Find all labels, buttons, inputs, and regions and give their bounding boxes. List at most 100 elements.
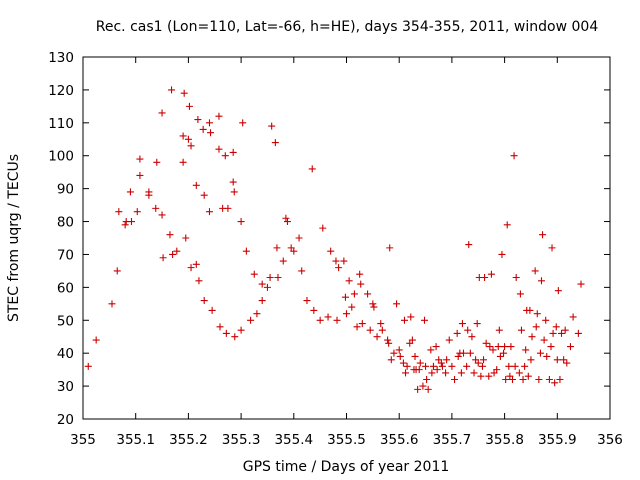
data-point xyxy=(274,273,282,281)
data-point xyxy=(512,273,520,281)
data-point xyxy=(266,273,274,281)
data-point xyxy=(350,290,358,298)
data-point xyxy=(230,188,238,196)
data-point xyxy=(384,336,392,344)
data-point xyxy=(282,214,290,222)
y-tick-label: 100 xyxy=(48,149,74,165)
data-point xyxy=(474,359,482,367)
x-tick-label: 355.7 xyxy=(433,432,472,448)
data-point xyxy=(509,376,517,384)
data-point xyxy=(477,372,485,380)
data-point xyxy=(231,333,239,341)
data-point xyxy=(364,290,372,298)
data-point xyxy=(115,208,123,216)
data-point xyxy=(335,264,343,272)
y-tick-label: 110 xyxy=(48,116,74,132)
data-point xyxy=(470,369,478,377)
data-point xyxy=(403,362,411,370)
data-point xyxy=(553,356,561,364)
data-point xyxy=(478,362,486,370)
data-point xyxy=(482,339,490,347)
y-tick-label: 30 xyxy=(57,379,74,395)
data-point xyxy=(420,316,428,324)
data-point xyxy=(319,224,327,232)
data-point xyxy=(442,369,450,377)
data-point xyxy=(345,277,353,285)
data-point xyxy=(195,277,203,285)
data-point xyxy=(184,135,192,143)
data-point xyxy=(516,290,524,298)
data-point xyxy=(561,326,569,334)
data-point xyxy=(310,306,318,314)
data-point xyxy=(136,171,144,179)
data-point xyxy=(179,158,187,166)
data-point xyxy=(502,376,510,384)
data-point xyxy=(536,349,544,357)
data-point xyxy=(386,244,394,252)
y-tick-label: 20 xyxy=(57,412,74,428)
data-point xyxy=(496,352,504,360)
y-tick-label: 40 xyxy=(57,346,74,362)
data-point xyxy=(527,356,535,364)
data-point xyxy=(158,211,166,219)
data-point xyxy=(545,376,553,384)
data-point xyxy=(340,257,348,265)
data-point xyxy=(574,329,582,337)
x-tick-label: 355.1 xyxy=(116,432,155,448)
data-point xyxy=(556,376,564,384)
x-tick-labels: 355 355.1 355.2 355.3 355.4 355.5 355.6 355.7 35… xyxy=(70,432,623,448)
data-point xyxy=(185,102,193,110)
data-point xyxy=(493,366,501,374)
data-point xyxy=(237,326,245,334)
data-point xyxy=(152,204,160,212)
data-point xyxy=(127,218,135,226)
data-point xyxy=(498,250,506,258)
data-point xyxy=(521,362,529,370)
y-tick-labels: 20 30 40 50 60 70 80 90 100 110 120 130 xyxy=(48,50,74,428)
data-point xyxy=(215,145,223,153)
data-point xyxy=(551,379,559,387)
plot-frame xyxy=(82,56,611,420)
data-point xyxy=(121,221,129,229)
data-point xyxy=(390,349,398,357)
data-point xyxy=(569,313,577,321)
data-point xyxy=(387,356,395,364)
data-point xyxy=(373,333,381,341)
data-point xyxy=(200,297,208,305)
data-point xyxy=(200,191,208,199)
data-point xyxy=(385,339,393,347)
data-point xyxy=(501,343,509,351)
data-point xyxy=(526,306,534,314)
data-point xyxy=(510,152,518,160)
data-point xyxy=(84,362,92,370)
data-point xyxy=(411,352,419,360)
data-point xyxy=(400,316,408,324)
data-point xyxy=(445,336,453,344)
data-point xyxy=(511,362,519,370)
x-tick-label: 355.5 xyxy=(327,432,366,448)
data-point xyxy=(416,359,424,367)
data-point xyxy=(486,343,494,351)
data-point xyxy=(187,264,195,272)
data-point xyxy=(451,376,459,384)
data-point xyxy=(429,362,437,370)
data-point xyxy=(548,244,556,252)
data-point xyxy=(500,349,508,357)
data-point xyxy=(407,313,415,321)
data-point xyxy=(366,326,374,334)
data-point xyxy=(216,323,224,331)
x-tick-label: 355.2 xyxy=(169,432,208,448)
data-point xyxy=(199,125,207,133)
data-point xyxy=(295,234,303,242)
data-point xyxy=(437,359,445,367)
data-point xyxy=(247,316,255,324)
data-point xyxy=(522,346,530,354)
data-point xyxy=(268,122,276,130)
data-point xyxy=(237,218,245,226)
data-point xyxy=(133,208,141,216)
data-point xyxy=(166,231,174,239)
data-point xyxy=(466,349,474,357)
data-point xyxy=(258,297,266,305)
data-point xyxy=(563,359,571,367)
data-point xyxy=(458,320,466,328)
